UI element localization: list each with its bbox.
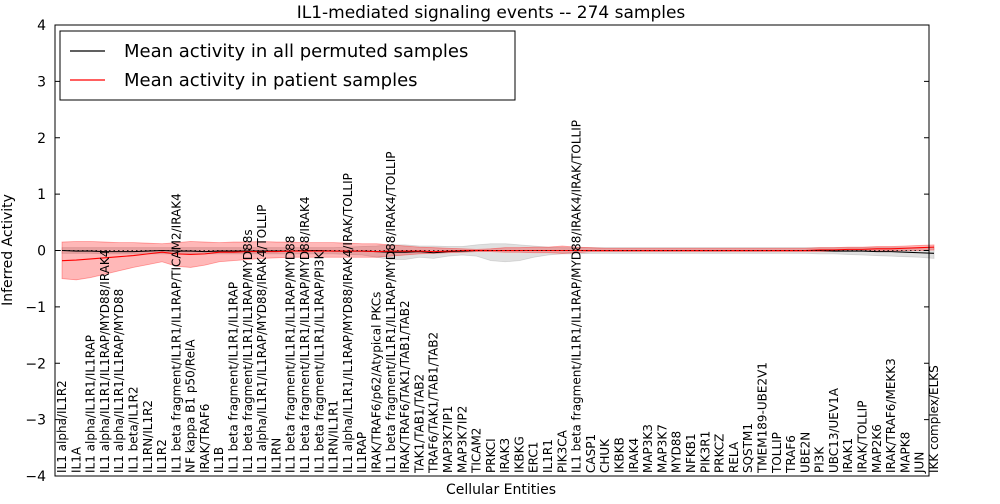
- x-tick-label: IL1RN/IL1R2: [141, 400, 155, 473]
- x-tick-label: IL1 alpha/IL1R1/IL1RAP/MYD88: [112, 289, 126, 473]
- y-tick-label: −2: [25, 356, 46, 372]
- x-tick-label: IL1 beta fragment/IL1R1/IL1RAP/MYD88: [284, 236, 298, 473]
- x-tick-label: PIK3R1: [698, 431, 712, 473]
- x-axis: IL1 alpha/IL1R2 IL1A IL1 alpha/IL1R1/IL1RA…: [55, 120, 941, 474]
- y-tick-label: −3: [25, 413, 46, 429]
- x-tick-label: IL1RN/IL1R1: [327, 400, 341, 473]
- legend: Mean activity in all permuted samples Me…: [59, 30, 516, 101]
- x-tick-label: UBC13/UEV1A: [827, 387, 841, 473]
- x-axis-label: Cellular Entities: [446, 482, 556, 498]
- x-tick-label: PI3K: [813, 446, 827, 473]
- x-tick-label: TRAF6/TAK1/TAB1/TAB2: [427, 332, 441, 474]
- x-tick-label: IKBKB: [613, 437, 627, 473]
- x-tick-label: IRAK/TRAF6/TAK1/TAB1/TAB2: [398, 300, 412, 473]
- x-tick-label: IL1 beta fragment/IL1R1/IL1RAP/MYD88/IRA…: [298, 196, 312, 473]
- x-tick-label: TAK1/TAB1/TAB2: [412, 374, 426, 474]
- x-tick-label: ERC1: [527, 442, 541, 473]
- x-tick-label: RELA: [727, 441, 741, 473]
- x-tick-label: IL1 alpha/IL1R1/IL1RAP: [84, 335, 98, 473]
- x-tick-label: MAP3K7: [655, 424, 669, 473]
- y-tick-label: 4: [37, 18, 46, 34]
- x-tick-label: NF kappa B1 p50/RelA: [184, 339, 198, 473]
- x-tick-label: IL1 alpha/IL1R1/IL1RAP/MYD88/IRAK4: [98, 250, 112, 473]
- x-tick-label: IRAK/TRAF6/p62/Atypical PKCs: [369, 292, 383, 473]
- x-tick-label: IL1 alpha/IL1R1/IL1RAP/MYD88/IRAK4/IRAK/…: [341, 173, 355, 473]
- x-tick-label: IL1 beta fragment/IL1R1/IL1RAP: [227, 282, 241, 473]
- legend-label-permuted: Mean activity in all permuted samples: [124, 41, 468, 62]
- x-tick-label: TRAF6: [784, 435, 798, 474]
- y-tick-label: 2: [37, 131, 46, 147]
- legend-label-patient: Mean activity in patient samples: [124, 70, 418, 91]
- x-tick-label: PRKCZ: [713, 434, 727, 473]
- confidence-bands: [61, 241, 935, 281]
- x-tick-label: IL1R1: [541, 439, 555, 473]
- x-tick-label: IRAK/TRAF6/MEKK3: [884, 358, 898, 473]
- x-tick-label: UBE2N: [798, 432, 812, 473]
- x-tick-label: PIK3CA: [555, 429, 569, 473]
- y-tick-label: −4: [25, 469, 46, 485]
- y-tick-label: 0: [37, 244, 46, 260]
- x-tick-label: TOLLIP: [770, 432, 784, 474]
- x-tick-label: IRAK/TOLLIP: [856, 401, 870, 473]
- x-tick-label: IL1 beta fragment/IL1R1/IL1RAP/MYD88/IRA…: [384, 152, 398, 473]
- y-tick-label: 1: [37, 187, 46, 203]
- x-tick-label: MAP2K6: [870, 424, 884, 473]
- x-tick-label: TICAM2: [470, 428, 484, 474]
- x-tick-label: IL1 alpha/IL1R2: [55, 380, 69, 473]
- x-tick-label: IL1 beta fragment/IL1R1/IL1RAP/PI3K: [312, 250, 326, 473]
- x-tick-label: IRAK/TRAF6: [198, 404, 212, 473]
- x-tick-label: IL1 beta fragment/IL1R1/IL1RAP/TICAM2/IR…: [169, 193, 183, 473]
- y-tick-label: −1: [25, 300, 46, 316]
- x-tick-label: MYD88: [670, 431, 684, 473]
- x-tick-label: IL1 beta/IL1R2: [126, 386, 140, 473]
- x-tick-label: MAPK8: [898, 432, 912, 473]
- x-tick-label: MAP3K3: [641, 424, 655, 473]
- y-tick-label: 3: [37, 74, 46, 90]
- x-tick-label: CASP1: [584, 434, 598, 473]
- x-tick-label: IKBKG: [512, 436, 526, 473]
- chart-title: IL1-mediated signaling events -- 274 sam…: [297, 3, 686, 23]
- x-tick-label: MAP3K7IP1: [441, 406, 455, 473]
- x-tick-label: NFKB1: [684, 433, 698, 473]
- legend-box: [59, 30, 516, 101]
- x-tick-label: IL1 beta fragment/IL1R1/IL1RAP/MYD88s: [241, 229, 255, 473]
- x-tick-label: CHUK: [598, 438, 612, 473]
- x-tick-label: TMEM189-UBE2V1: [755, 362, 769, 474]
- y-axis-label: Inferred Activity: [0, 194, 16, 306]
- x-tick-label: IL1R2: [155, 439, 169, 473]
- x-tick-label: IKK complex/ELKS: [927, 365, 941, 473]
- x-tick-label: JUN: [913, 452, 927, 474]
- x-tick-label: IL1 beta fragment/IL1R1/IL1RAP/MYD88/IRA…: [570, 120, 584, 473]
- x-tick-label: IL1A: [69, 446, 83, 473]
- x-tick-label: IRAK4: [627, 438, 641, 473]
- x-tick-label: SQSTM1: [741, 423, 755, 473]
- band-permuted: [61, 243, 935, 263]
- x-tick-label: IRAK3: [498, 438, 512, 473]
- x-tick-label: IL1RAP: [355, 432, 369, 473]
- x-tick-label: MAP3K7IP2: [455, 406, 469, 473]
- x-tick-label: IRAK1: [841, 438, 855, 473]
- x-tick-label: IL1 alpha/IL1R1/IL1RAP/MYD88/IRAK4/TOLLI…: [255, 205, 269, 473]
- x-tick-label: IL1B: [212, 447, 226, 473]
- y-axis: −4 −3 −2 −1 0 1 2 3 4: [25, 18, 929, 485]
- x-tick-label: IL1RN: [269, 438, 283, 473]
- x-tick-label: PRKCI: [484, 438, 498, 473]
